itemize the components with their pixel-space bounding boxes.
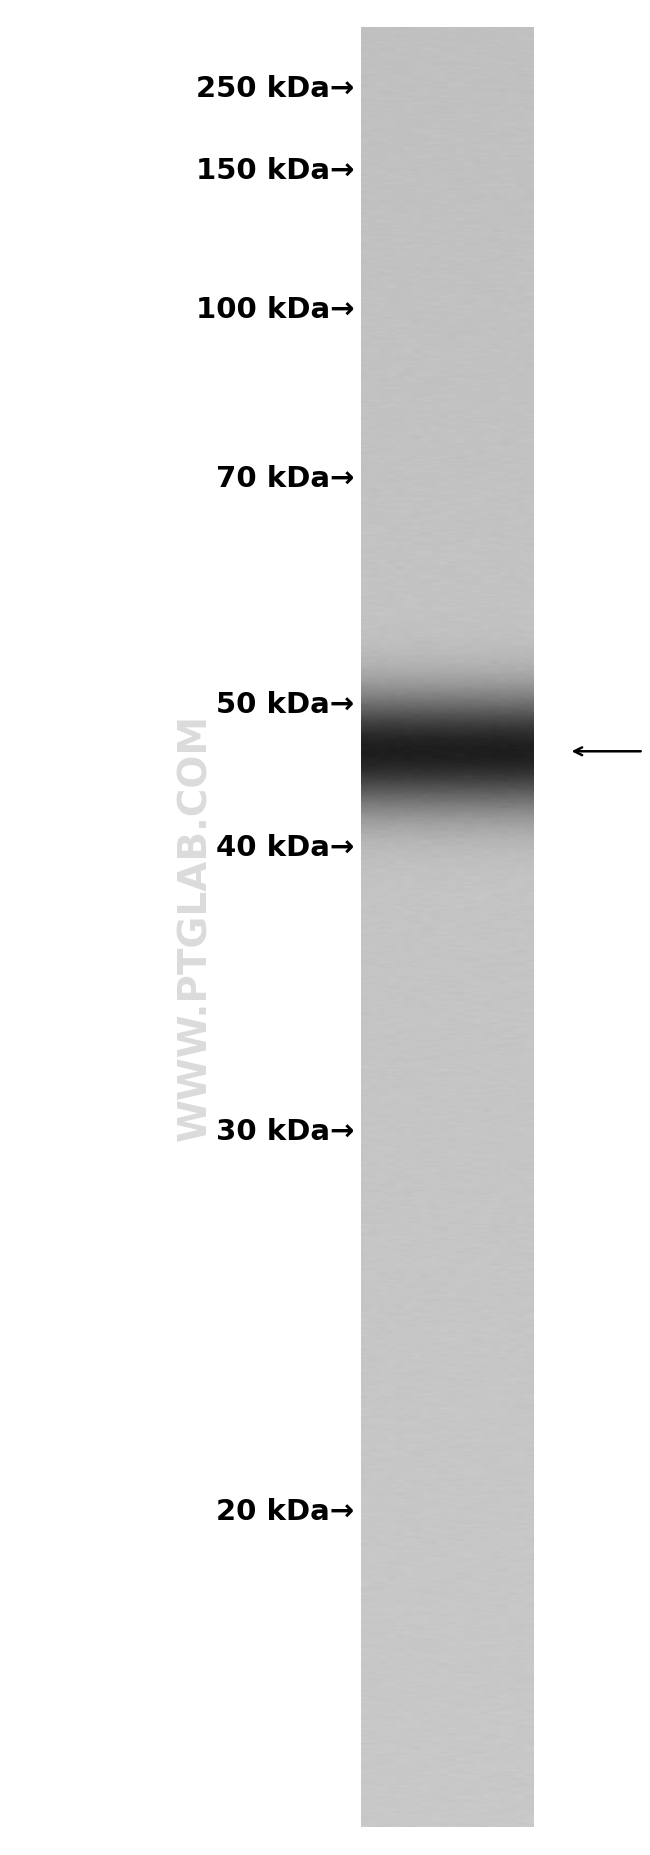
Text: WWW.PTGLAB.COM: WWW.PTGLAB.COM [176,714,214,1141]
Text: 30 kDa→: 30 kDa→ [216,1117,354,1146]
Text: 150 kDa→: 150 kDa→ [196,156,354,186]
Text: 50 kDa→: 50 kDa→ [216,690,354,720]
Text: 100 kDa→: 100 kDa→ [196,295,354,325]
Text: 250 kDa→: 250 kDa→ [196,74,354,104]
Text: 40 kDa→: 40 kDa→ [216,833,354,863]
Text: 70 kDa→: 70 kDa→ [216,464,354,493]
Text: 20 kDa→: 20 kDa→ [216,1497,354,1527]
